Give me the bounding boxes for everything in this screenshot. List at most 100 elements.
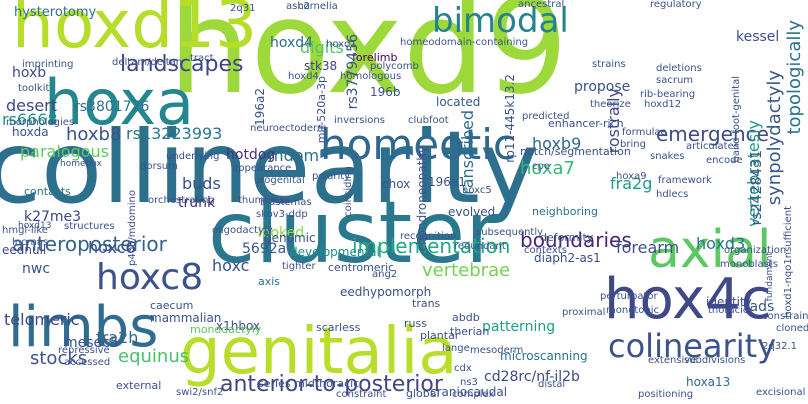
word-186: cdx: [454, 363, 472, 374]
word-70: 196b: [370, 85, 401, 99]
word-147: contexts: [524, 245, 567, 256]
word-148: cpe: [532, 161, 550, 172]
word-128: rs2428431: [749, 150, 765, 226]
word-29: hoxb: [12, 65, 47, 81]
word-99: 196a2: [253, 88, 267, 126]
word-88: plantar: [420, 329, 460, 342]
word-144: subsequently: [476, 227, 544, 238]
word-106: mesoderm: [470, 345, 524, 356]
word-132: fundament: [765, 252, 775, 302]
word-117: hoxd12: [644, 99, 682, 110]
word-24: rs13223993: [126, 124, 223, 143]
word-160: homebox: [60, 159, 102, 169]
word-146: recognition: [400, 231, 457, 242]
word-39: trunk: [178, 195, 216, 211]
word-184: complex: [452, 389, 495, 400]
word-166: lncrnas: [12, 237, 49, 248]
word-157: orchestrating: [148, 195, 215, 206]
word-13: landscapes: [120, 52, 244, 77]
word-61: identity: [706, 295, 752, 309]
word-17: boundaries: [520, 228, 632, 252]
word-0: hoxd9: [168, 0, 569, 123]
word-174: tract: [190, 53, 214, 64]
word-153: blastemas: [260, 197, 312, 208]
word-19: emergence: [656, 122, 769, 146]
word-101: hoxd1: [326, 39, 357, 50]
word-44: telomeric: [4, 310, 80, 329]
word-109: ancestral: [518, 0, 565, 10]
word-169: swi2/snf2: [176, 387, 224, 398]
word-170: imprinting: [22, 59, 74, 70]
word-123: snakes: [650, 151, 685, 162]
word-45: hoxc: [212, 256, 250, 275]
word-89: trans: [412, 297, 441, 310]
word-86: constraint: [336, 389, 387, 400]
word-10: bimodal: [432, 1, 569, 41]
word-82: series midthoracic: [258, 377, 360, 390]
word-46: 5692a: [242, 241, 287, 257]
word-71: eedhypomorph: [340, 285, 432, 299]
word-165: hmgl-like: [2, 225, 48, 236]
word-185: distal: [538, 379, 566, 390]
word-20: synpolydactyly: [764, 70, 785, 206]
word-130: organization: [724, 245, 787, 256]
word-1: collinearity: [0, 109, 539, 226]
word-114: rib-bearing: [640, 89, 696, 100]
word-60: tads: [744, 299, 775, 315]
word-53: hoxb9: [532, 134, 582, 153]
word-15: anterior-to-posterior: [220, 372, 443, 397]
word-152: urogenital: [254, 175, 305, 186]
word-76: eednull: [2, 243, 47, 257]
word-73: mesec5: [64, 335, 119, 351]
word-145: redundant: [454, 241, 506, 252]
word-26: rs6668: [2, 110, 58, 129]
word-74: k27me3: [24, 209, 82, 225]
word-2: cluster: [208, 183, 501, 283]
word-38: buds: [182, 174, 221, 193]
word-162: underlying: [166, 151, 220, 162]
word-8: axial: [648, 220, 772, 280]
word-96: rp11-445k13.2: [503, 74, 517, 163]
word-182: deletions: [656, 63, 702, 74]
word-104: inversions: [334, 115, 385, 126]
word-43: hoxc6: [88, 238, 136, 257]
word-151: polarity: [312, 171, 351, 182]
word-143: cloned: [776, 323, 808, 334]
word-42: centromeric: [328, 261, 395, 274]
word-90: abdb: [452, 311, 480, 324]
word-83: external: [116, 379, 162, 392]
word-159: structures: [64, 221, 115, 232]
word-87: russ: [404, 317, 427, 330]
word-77: mammalian: [150, 311, 222, 325]
word-5: genitalia: [180, 315, 458, 389]
word-142: positioning: [638, 389, 694, 400]
word-126: hoxa9: [616, 171, 647, 182]
word-183: ns3: [460, 377, 478, 388]
word-116: sacrum: [656, 75, 694, 86]
word-67: propose: [574, 79, 631, 95]
word-47: fra2h: [96, 328, 139, 347]
word-120: notch/segmentation: [520, 145, 631, 158]
word-49: equinus: [118, 346, 190, 367]
word-122: articulates: [686, 141, 739, 152]
word-63: deformity: [540, 231, 594, 244]
word-181: predicted: [522, 111, 570, 122]
word-78: caecum: [150, 299, 194, 312]
word-179: 2q31: [230, 3, 256, 14]
word-158: p400/mdomino: [127, 190, 138, 266]
word-105: clubfoot: [408, 115, 449, 126]
word-34: hysterotomy: [14, 5, 97, 20]
word-156: appearance: [232, 163, 292, 174]
word-81: axis: [258, 275, 281, 288]
word-31: hoxd4: [270, 35, 314, 51]
word-119: formulae: [622, 127, 667, 138]
word-140: proximal: [562, 307, 606, 318]
word-48: stocks: [30, 348, 88, 369]
word-127: hdlecs: [656, 189, 689, 200]
word-40: looked: [258, 225, 305, 241]
word-149: chondroneopathy: [415, 146, 429, 252]
word-55: forearm: [616, 238, 680, 257]
word-75: contacts: [24, 185, 71, 198]
word-167: repressive: [58, 345, 110, 356]
